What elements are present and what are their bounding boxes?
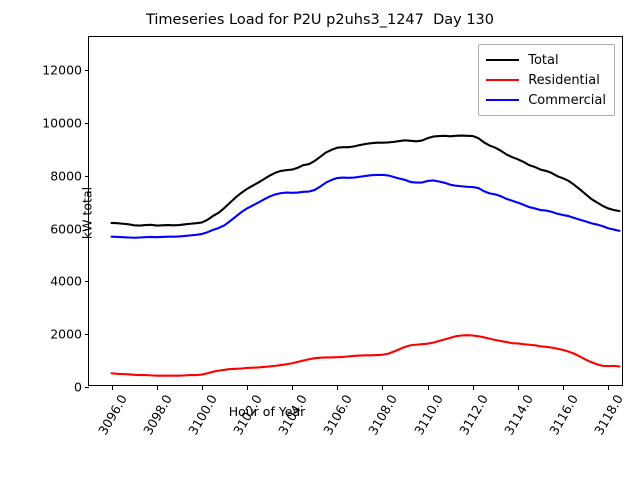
- y-tick-label: 2000: [50, 326, 82, 342]
- plot-area: kW total 0 2000 4000 6000 8000 10000 12000 309…: [42, 36, 626, 437]
- series-line-total: [110, 134, 621, 227]
- x-tick-mark: [111, 385, 113, 390]
- x-tick-label: 3100.0: [184, 392, 220, 438]
- x-tick-mark: [292, 385, 294, 390]
- x-tick-mark: [608, 385, 610, 390]
- y-tick-mark: [84, 70, 89, 72]
- x-tick-label: 3110.0: [410, 392, 446, 438]
- legend-swatch-icon: [486, 79, 520, 81]
- x-tick-mark: [472, 385, 474, 390]
- x-tick-mark: [563, 385, 565, 390]
- y-tick-mark: [84, 334, 89, 336]
- x-tick-label: 3118.0: [591, 392, 627, 438]
- y-tick-mark: [84, 387, 89, 388]
- y-tick-mark: [84, 122, 89, 124]
- series-line-commercial: [110, 173, 621, 239]
- y-tick-label: 4000: [50, 273, 82, 289]
- data-lines: [110, 134, 621, 377]
- x-tick-label: 3114.0: [501, 392, 536, 438]
- y-tick-label: 6000: [50, 221, 82, 236]
- y-tick-label: 12000: [42, 62, 82, 78]
- x-tick-mark: [517, 385, 519, 390]
- legend-label: Commercial: [528, 92, 606, 108]
- legend-item[interactable]: Commercial: [486, 90, 606, 110]
- y-tick-mark: [84, 228, 89, 230]
- x-tick-mark: [382, 385, 384, 390]
- y-tick-label: 10000: [42, 115, 82, 131]
- x-tick-mark: [156, 385, 158, 390]
- legend-swatch-icon: [486, 59, 520, 61]
- x-tick-mark: [427, 385, 429, 390]
- x-tick-mark: [337, 385, 339, 390]
- legend-label: Total: [528, 52, 559, 68]
- x-axis-label: Hour of Year: [228, 404, 306, 419]
- y-tick-label: 0: [74, 379, 82, 395]
- x-tick-mark: [247, 385, 249, 390]
- legend-swatch-icon: [486, 99, 520, 101]
- x-tick-mark: [201, 385, 203, 390]
- legend-item[interactable]: Total: [486, 50, 606, 70]
- y-tick-mark: [84, 175, 89, 177]
- x-tick-label: 3106.0: [320, 392, 356, 438]
- x-tick-label: 3096.0: [94, 392, 130, 438]
- legend-label: Residential: [528, 72, 600, 88]
- legend-item[interactable]: Residential: [486, 70, 606, 90]
- x-tick-label: 3112.0: [455, 392, 491, 438]
- series-line-residential: [110, 334, 621, 377]
- chart-legend: Total Residential Commercial: [478, 44, 615, 116]
- x-tick-label: 3108.0: [365, 392, 401, 438]
- y-tick-mark: [84, 281, 89, 283]
- x-tick-label: 3098.0: [139, 392, 175, 438]
- y-tick-label: 8000: [50, 168, 82, 184]
- x-tick-label: 3116.0: [546, 392, 582, 438]
- chart-title: Timeseries Load for P2U p2uhs3_1247 Day …: [145, 12, 495, 28]
